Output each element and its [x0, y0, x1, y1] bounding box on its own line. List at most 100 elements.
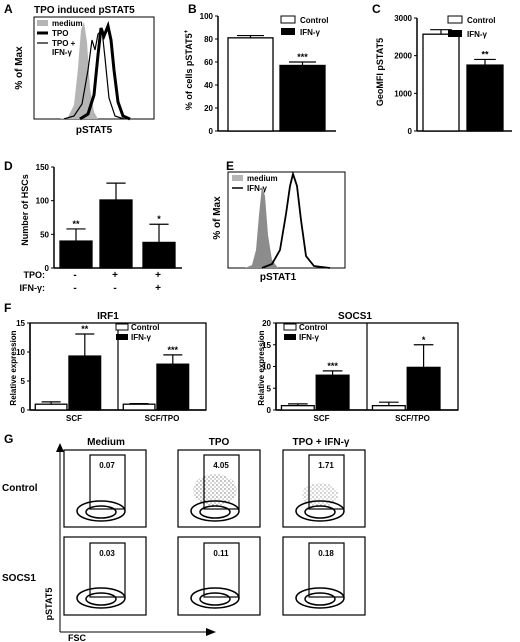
panel-label-b: B [188, 2, 197, 16]
panel-g-col-tpo-ifn: TPO + IFN-γ [293, 437, 350, 448]
contour-inner [304, 505, 336, 519]
gate-value: 0.18 [318, 549, 334, 558]
panel-a-title: TPO induced pSTAT5 [34, 5, 135, 16]
panel-g-xlabel: FSC [68, 633, 87, 642]
panel-d-row-label-tpo: TPO: [24, 270, 46, 280]
gate [89, 542, 126, 598]
y-tick-label: 20 [262, 319, 271, 328]
y-tick-label: 1000 [394, 89, 412, 98]
bar [156, 363, 190, 411]
panel-d-tpo-value: + [155, 270, 161, 281]
contour-outer [76, 587, 126, 609]
panel-e-frame [227, 171, 346, 269]
x-category-label: SCF [314, 414, 330, 423]
y-tick-label: 15 [16, 319, 25, 328]
histogram-ifn [261, 170, 331, 269]
contour-inner [85, 505, 117, 519]
bar [142, 241, 176, 269]
panel-a-legend: medium TPO TPO + IFN-γ [37, 19, 83, 57]
panel-e-legend: medium IFN-γ [232, 174, 278, 193]
panel-d-tpo-value: + [112, 270, 118, 281]
panel-b-chart: 0 20 40 60 80 100 *** [200, 12, 336, 136]
panel-g-col-tpo: TPO [209, 437, 230, 448]
panel-label-d: D [4, 159, 13, 173]
panel-d-tpo-value: - [73, 270, 76, 281]
histogram-tpo-ifn [63, 28, 125, 120]
legend-swatch-ifn [116, 334, 128, 340]
panel-f-ylabel-socs1: Relative expression [257, 330, 266, 405]
legend-swatch-medium [232, 175, 243, 181]
panel-g-y-arrow [56, 443, 64, 452]
x-category-label: SCF/TPO [395, 414, 430, 423]
bar [280, 404, 315, 411]
x-category-label: SCF/TPO [145, 414, 180, 423]
panel-g-row-control: Control [2, 483, 38, 494]
bar [422, 33, 460, 132]
panel-f-socs1-chart: 0 5 10 15 20 *** SCF * SCF/TPO [262, 319, 459, 423]
panel-g-row-socs1: SOCS1 [2, 573, 36, 584]
scatter-cloud [302, 483, 338, 507]
legend-label: Control [300, 16, 328, 25]
y-tick-label: 20 [204, 104, 213, 113]
significance-mark: ** [81, 324, 89, 334]
panel-g-x-arrow [206, 628, 216, 636]
panel-c-chart: 0 1000 2000 3000 ** [394, 14, 512, 136]
panel-g-axes: pSTAT5 FSC [44, 443, 216, 642]
legend-swatch-control [447, 15, 463, 24]
contour-outer [295, 587, 345, 609]
flow-plot-frame [177, 536, 261, 616]
gate [308, 454, 345, 510]
gate [203, 542, 240, 598]
flow-plot-control-tpo: 4.05 [177, 449, 261, 528]
significance-mark: *** [297, 52, 308, 62]
flow-plot-frame [63, 536, 147, 616]
flow-plot-frame [282, 536, 366, 616]
legend-label: Control [131, 323, 159, 332]
flow-plot-frame [282, 449, 366, 528]
histogram-medium [60, 22, 98, 119]
y-tick-label: 100 [200, 12, 214, 21]
legend-swatch-ifn [448, 30, 462, 37]
contour-inner [304, 592, 336, 606]
gate-value: 0.11 [213, 549, 229, 558]
y-tick-label: 10 [262, 363, 271, 372]
bar [406, 366, 441, 411]
gate [89, 454, 126, 510]
panel-e-ylabel: % of Max [212, 196, 223, 240]
panel-b-ylabel-sup: + [184, 29, 190, 33]
y-tick-label: 3000 [394, 14, 412, 23]
bar [59, 240, 93, 269]
panel-f-socs1-title: SOCS1 [338, 311, 372, 322]
contour-outer [76, 500, 126, 522]
significance-mark: * [422, 335, 426, 345]
y-tick-label: 0 [267, 406, 272, 415]
panel-c-legend: Control IFN-γ [447, 15, 495, 39]
gate-value: 1.71 [318, 461, 334, 470]
y-tick-label: 60 [204, 58, 213, 67]
bar [279, 64, 326, 132]
legend-label: TPO [52, 29, 68, 38]
panel-c-ylabel: GeoMFI pSTAT5 [375, 38, 385, 106]
legend-swatch-control [283, 323, 297, 331]
panel-label-a: A [4, 2, 13, 16]
gate-value: 0.03 [99, 549, 115, 558]
contour-outer [190, 500, 240, 522]
y-tick-label: 0 [408, 127, 413, 136]
x-category-label: SCF [66, 414, 82, 423]
bar [315, 374, 350, 411]
legend-label: Control [299, 323, 327, 332]
panel-d-row-label-ifn: IFN-γ: [20, 283, 46, 293]
histogram-medium [245, 186, 278, 268]
legend-label: medium [52, 19, 83, 28]
gate-value: 4.05 [213, 461, 229, 470]
bar [227, 37, 274, 132]
flow-plot-control-medium: 0.07 [63, 449, 147, 528]
y-tick-label: 150 [36, 163, 50, 172]
panel-d-ifn-value: - [73, 283, 76, 294]
panel-f-irf1-title: IRF1 [97, 311, 119, 322]
panel-a-ylabel: % of Max [14, 46, 25, 90]
flow-plot-control-tpo-ifn: 1.71 [282, 449, 366, 528]
panel-a-xlabel: pSTAT5 [76, 125, 113, 136]
y-tick-label: 2000 [394, 52, 412, 61]
legend-label: IFN-γ [247, 184, 268, 193]
